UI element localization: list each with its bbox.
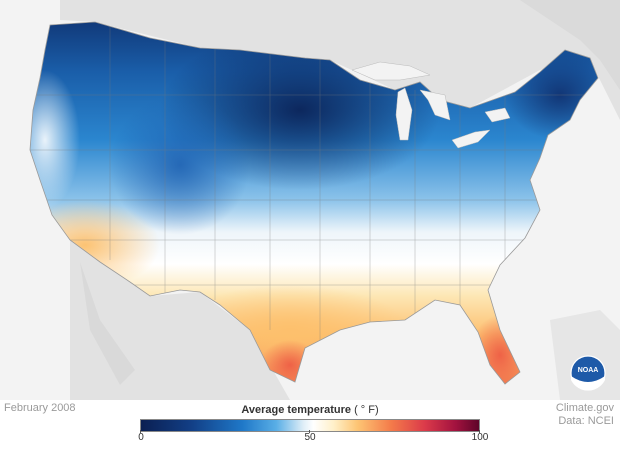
legend-tick-50: 50: [304, 432, 316, 443]
noaa-logo: NOAA: [570, 355, 606, 391]
temperature-map: NOAA: [29, 0, 620, 400]
map-footer: February 2008 Climate.gov Data: NCEI Ave…: [0, 400, 620, 450]
legend-title-text: Average temperature: [241, 404, 351, 416]
credit-source: Climate.gov: [555, 402, 614, 414]
credit: Climate.gov Data: NCEI: [556, 402, 614, 428]
legend-unit: ( ° F): [354, 404, 379, 416]
great-lakes: [351, 61, 511, 149]
credit-data: Data: NCEI: [558, 415, 614, 427]
noaa-logo-text: NOAA: [578, 367, 599, 374]
legend-tick-0: 0: [138, 432, 144, 443]
legend-tick-mark-0: [140, 430, 141, 433]
legend-tick-mark-50: [309, 430, 310, 433]
legend-tick-mark-100: [479, 430, 480, 433]
legend-color-bar: [140, 419, 480, 432]
legend-tick-100: 100: [471, 432, 489, 443]
legend-title: Average temperature ( ° F): [140, 404, 480, 416]
date-label: February 2008: [4, 402, 76, 414]
